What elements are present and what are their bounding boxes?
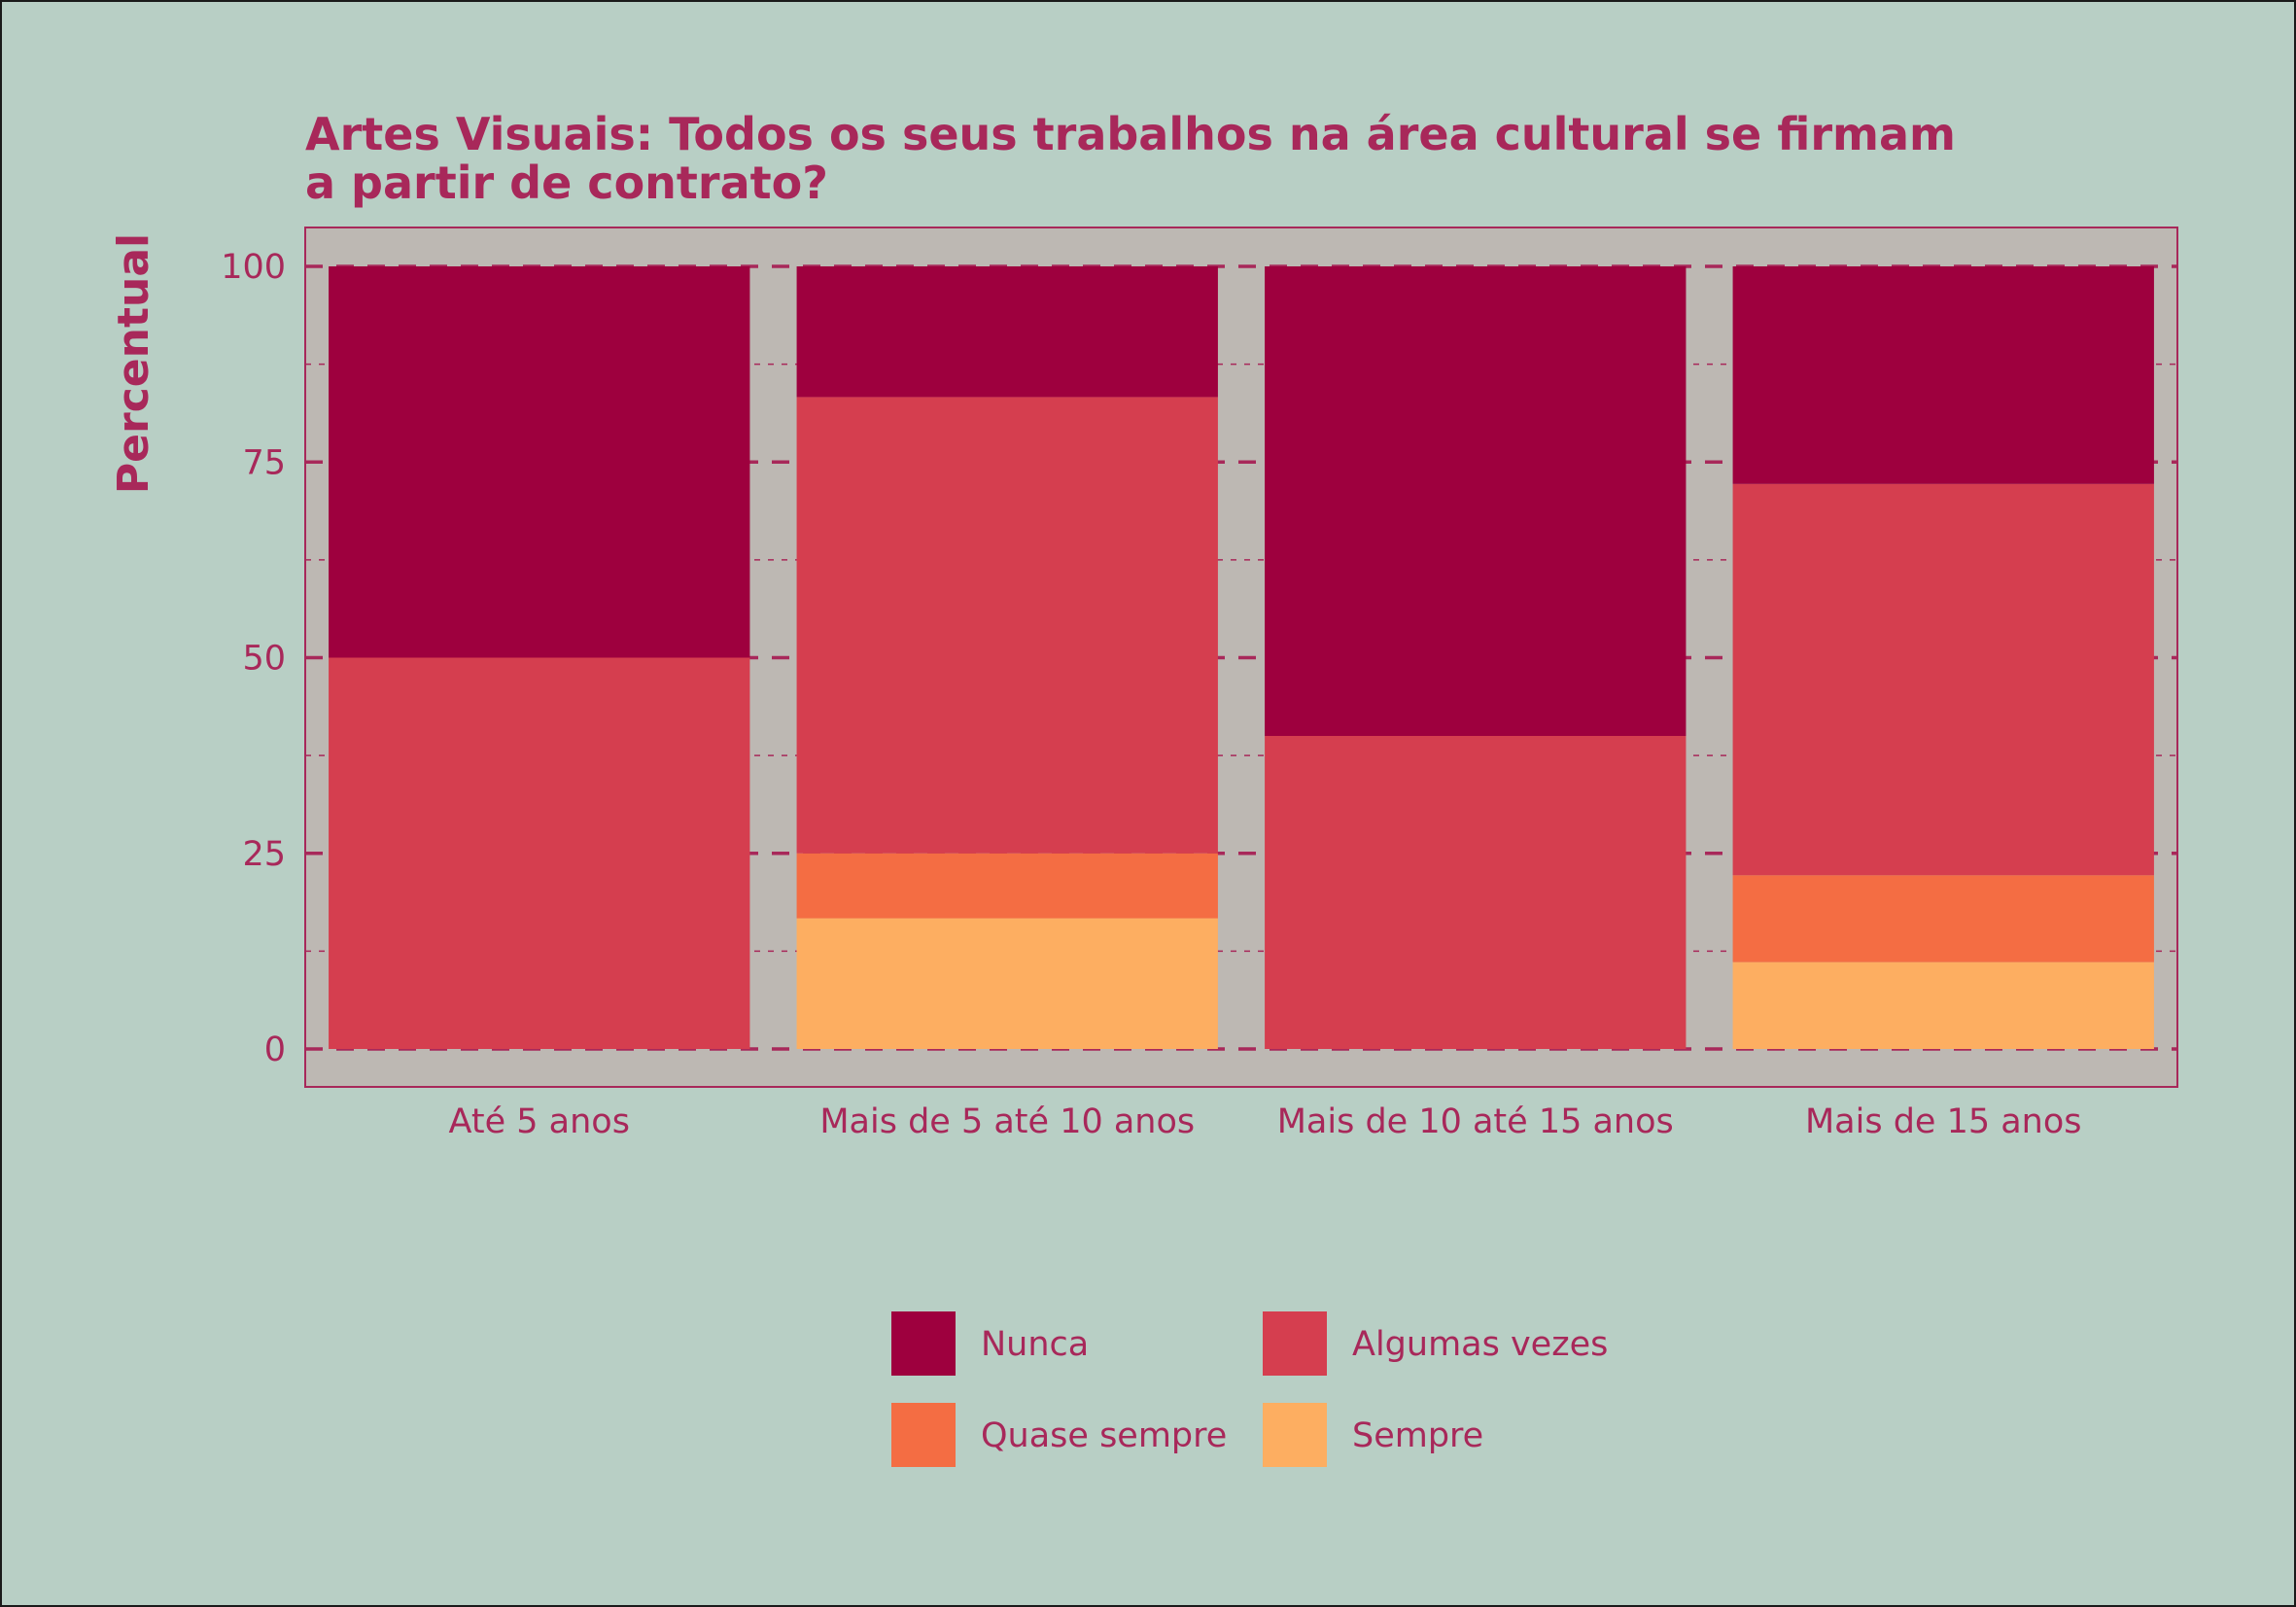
legend-label: Sempre xyxy=(1352,1416,1483,1455)
legend-swatch xyxy=(1263,1403,1327,1467)
chart-title: Artes Visuais: Todos os seus trabalhos n… xyxy=(305,108,1956,209)
y-tick-label: 100 xyxy=(221,248,286,287)
x-axis-ticks: Até 5 anos Mais de 5 até 10 anos Mais de 1… xyxy=(449,1102,2082,1141)
y-tick-label: 0 xyxy=(264,1031,286,1069)
legend-label: Nunca xyxy=(981,1325,1089,1364)
bar-segment-quase-sempre xyxy=(796,853,1218,919)
bar-segment-quase-sempre xyxy=(1732,875,2154,962)
bars xyxy=(329,266,2154,1049)
bar-segment-nunca xyxy=(329,266,750,658)
bar-segment-algumas-vezes xyxy=(329,657,750,1049)
chart-title-line-2: a partir de contrato? xyxy=(305,157,828,209)
legend-swatch xyxy=(1263,1311,1327,1376)
legend-label: Algumas vezes xyxy=(1352,1325,1608,1364)
y-tick-label: 75 xyxy=(242,443,286,482)
bar-segment-nunca xyxy=(796,266,1218,398)
legend: Nunca Algumas vezes Quase sempre Sempre xyxy=(891,1311,1608,1467)
y-axis-ticks: 0 25 50 75 100 xyxy=(221,248,286,1069)
legend-swatch xyxy=(891,1403,956,1467)
bar-segment-algumas-vezes xyxy=(796,397,1218,854)
bar-segment-sempre xyxy=(1732,961,2154,1049)
bar-segment-nunca xyxy=(1732,266,2154,484)
legend-label: Quase sempre xyxy=(981,1416,1227,1455)
x-tick-label: Até 5 anos xyxy=(449,1102,630,1141)
bar-segment-sempre xyxy=(796,918,1218,1049)
x-tick-label: Mais de 5 até 10 anos xyxy=(819,1102,1195,1141)
legend-swatch xyxy=(891,1311,956,1376)
x-tick-label: Mais de 10 até 15 anos xyxy=(1277,1102,1674,1141)
y-axis-label: Percentual xyxy=(109,233,158,494)
bar-segment-algumas-vezes xyxy=(1265,736,1687,1049)
x-tick-label: Mais de 15 anos xyxy=(1805,1102,2082,1141)
bar-segment-algumas-vezes xyxy=(1732,483,2154,876)
y-tick-label: 50 xyxy=(242,640,286,679)
y-tick-label: 25 xyxy=(242,835,286,874)
bar-segment-nunca xyxy=(1265,266,1687,736)
chart-title-line-1: Artes Visuais: Todos os seus trabalhos n… xyxy=(305,108,1956,160)
